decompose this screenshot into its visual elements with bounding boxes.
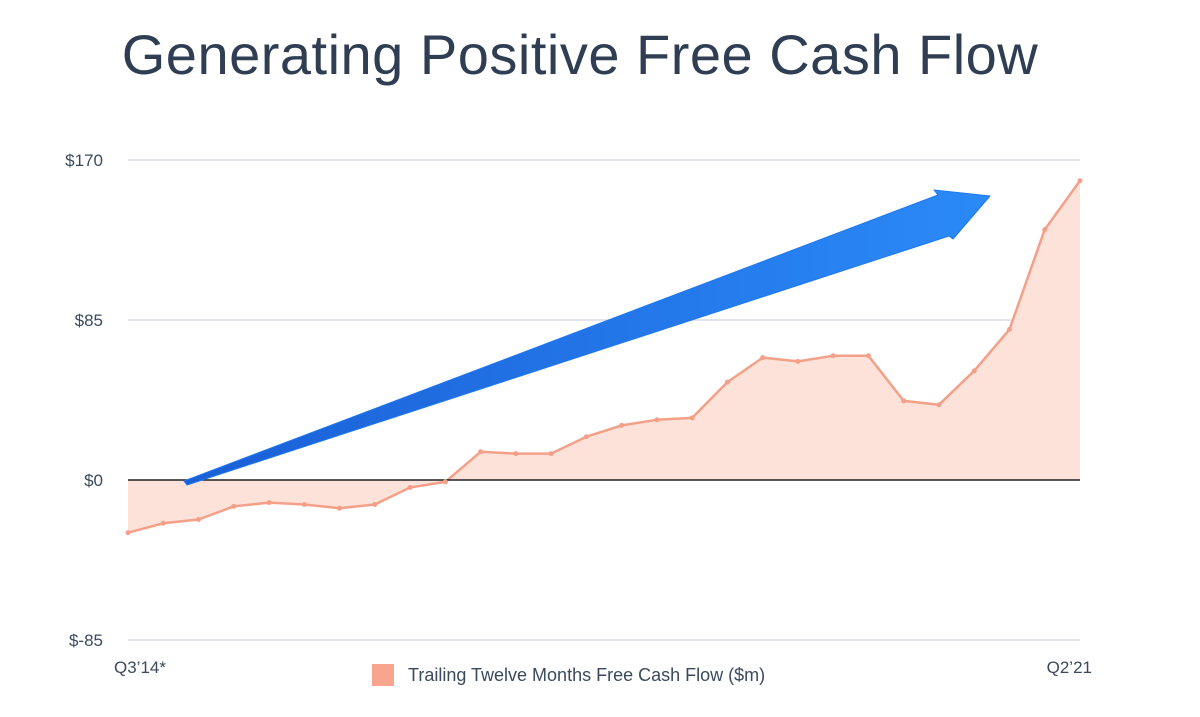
series-area <box>127 179 1082 534</box>
data-point <box>513 451 519 457</box>
y-tick-label: $0 <box>84 471 103 490</box>
data-point <box>936 402 942 408</box>
series-points <box>125 178 1083 536</box>
data-point <box>795 358 801 364</box>
data-point <box>160 520 166 526</box>
data-point <box>619 422 625 428</box>
data-point <box>407 485 413 491</box>
x-tick-label-first: Q3’14* <box>114 658 166 677</box>
data-point <box>337 505 343 511</box>
data-point <box>830 353 836 359</box>
data-point <box>1042 227 1048 233</box>
legend-swatch <box>372 664 394 686</box>
data-point <box>760 355 766 361</box>
data-point <box>478 449 484 455</box>
data-point <box>654 417 660 423</box>
x-tick-label-last: Q2’21 <box>1047 658 1092 677</box>
legend-label: Trailing Twelve Months Free Cash Flow ($… <box>408 664 766 685</box>
series-line <box>127 179 1082 534</box>
data-point <box>548 451 554 457</box>
x-axis-ticks: Q3’14* Q2’21 <box>114 658 1092 677</box>
data-point <box>231 503 237 509</box>
data-point <box>442 479 448 485</box>
data-point <box>724 379 730 385</box>
y-tick-label: $-85 <box>69 631 103 650</box>
data-point <box>266 500 272 506</box>
data-point <box>372 501 378 507</box>
y-axis-ticks: $170 $85 $0 $-85 <box>65 151 103 650</box>
data-point <box>971 368 977 374</box>
data-point <box>689 415 695 421</box>
data-point <box>196 517 202 523</box>
chart-title: Generating Positive Free Cash Flow <box>121 23 1039 86</box>
data-point <box>901 398 907 404</box>
data-point <box>1077 178 1083 184</box>
data-point <box>301 501 307 507</box>
data-point <box>865 353 871 359</box>
trend-arrow <box>183 189 991 486</box>
data-point <box>125 530 131 536</box>
trend-arrow-shape <box>183 189 991 486</box>
area-fill <box>128 180 1080 533</box>
legend: Trailing Twelve Months Free Cash Flow ($… <box>372 664 765 686</box>
y-tick-label: $170 <box>65 151 103 170</box>
data-point <box>583 434 589 440</box>
data-point <box>1006 326 1012 332</box>
gridlines <box>128 159 1080 641</box>
y-tick-label: $85 <box>75 311 103 330</box>
